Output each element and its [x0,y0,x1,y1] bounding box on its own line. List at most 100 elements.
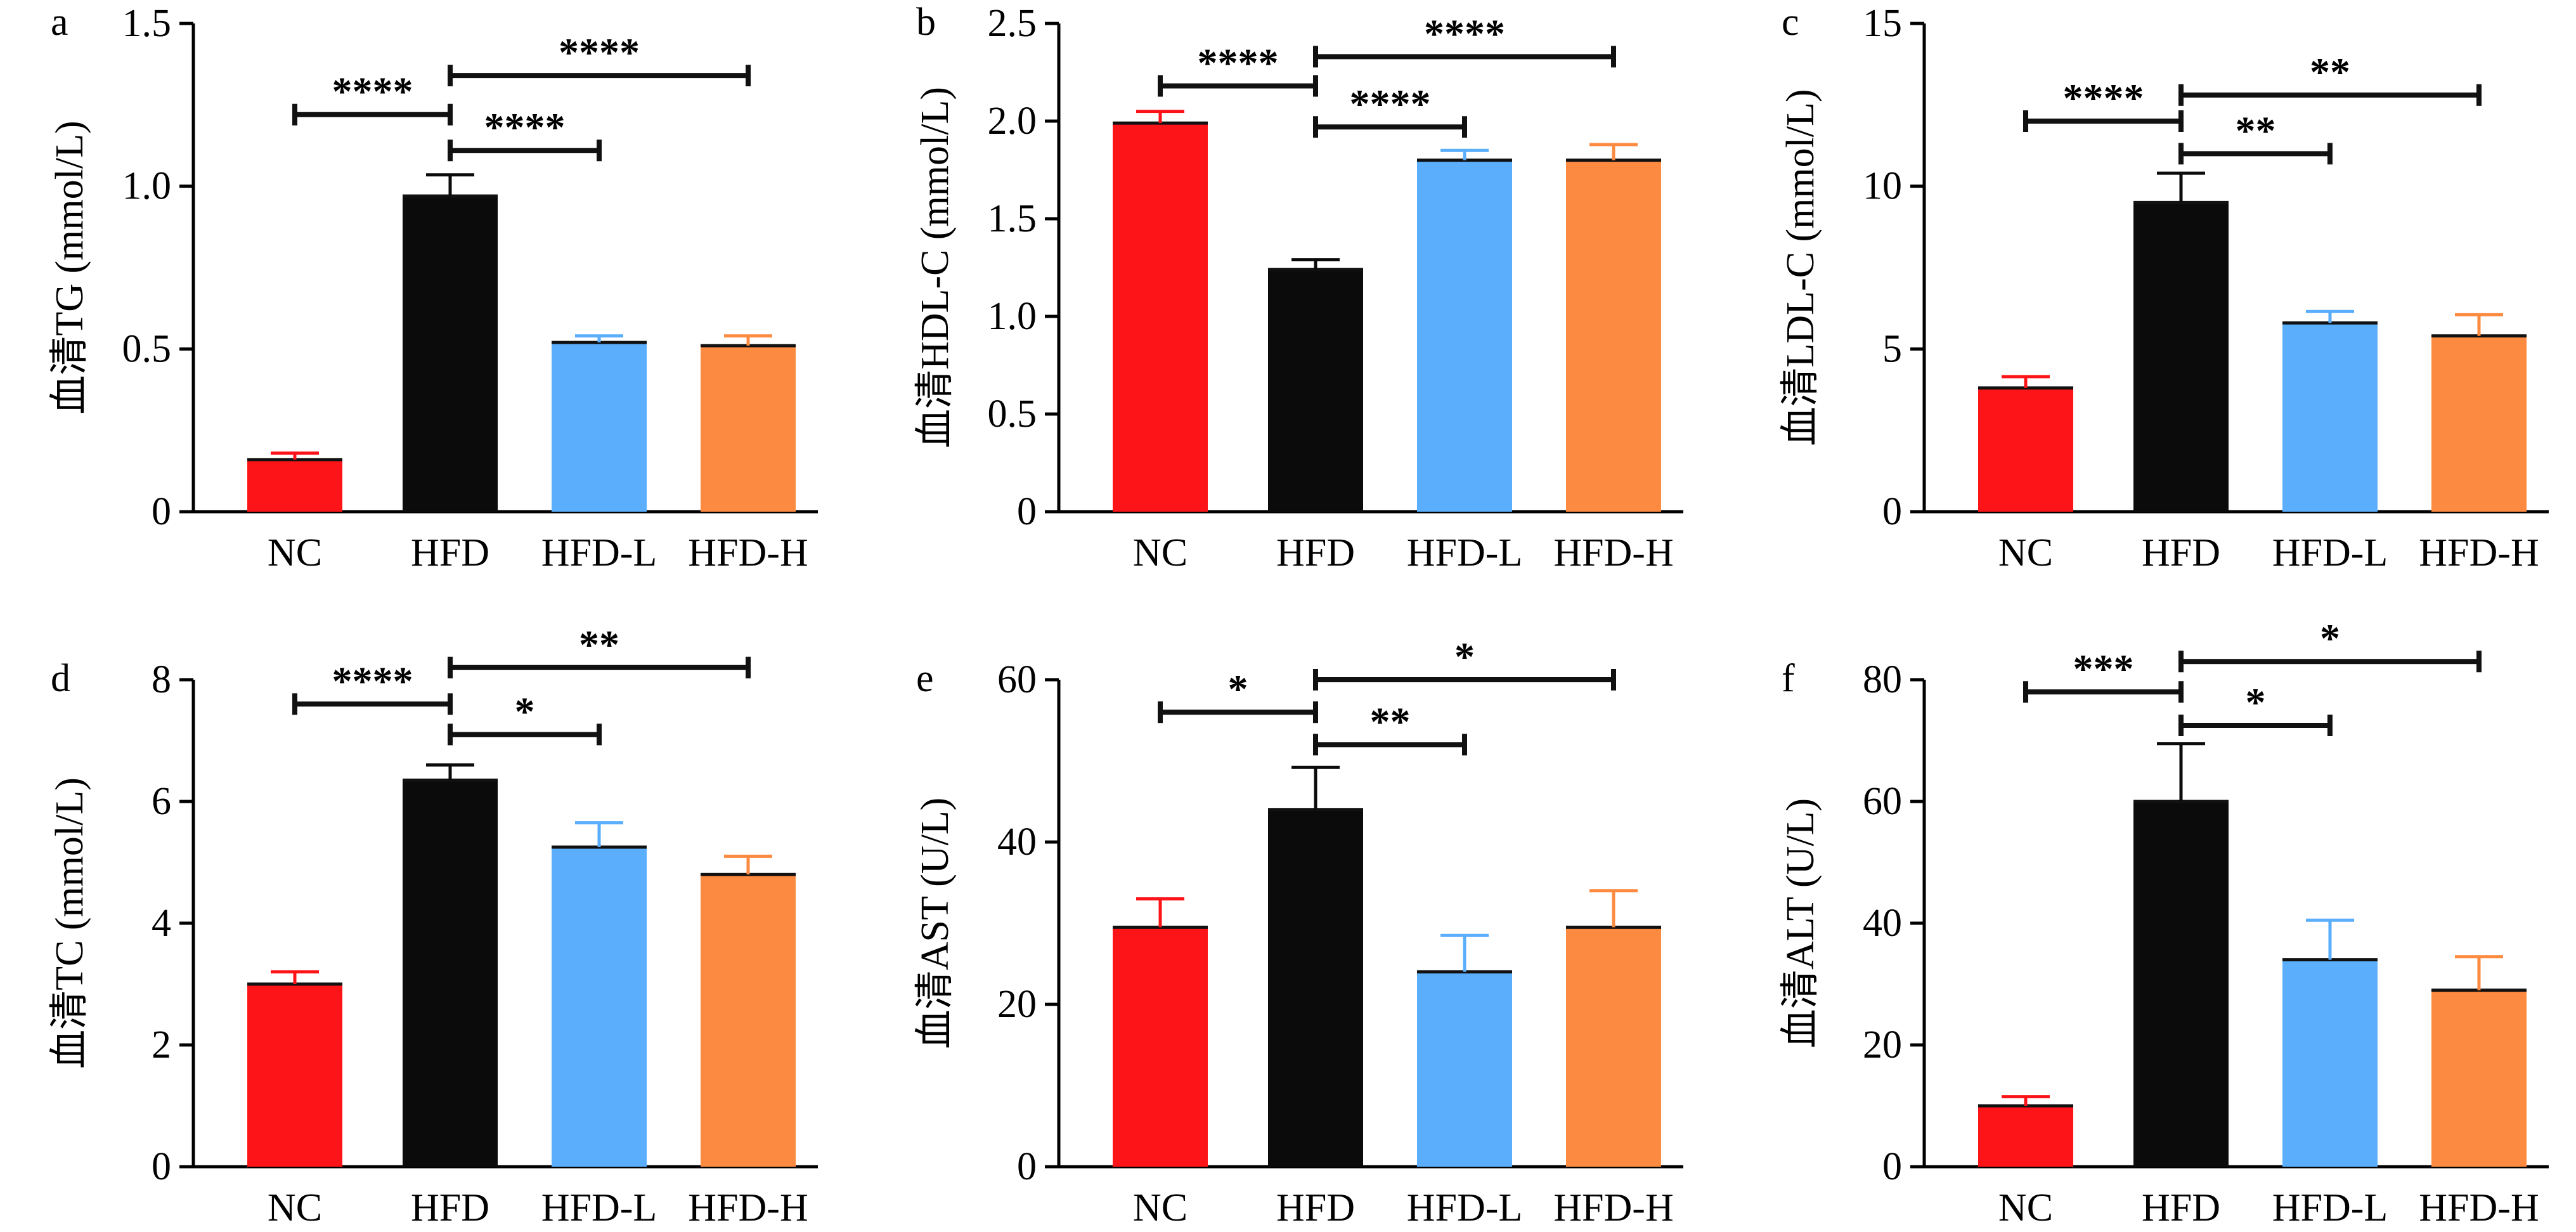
x-tick-label: NC [1998,1186,2053,1229]
panel-label: b [916,1,936,44]
significance-label: **** [1350,81,1431,126]
bar-hfd [403,780,498,1167]
y-tick-label: 15 [1863,2,1902,45]
y-tick-label: 0 [152,1145,171,1188]
x-tick-label: HFD [2142,1186,2220,1229]
significance-label: **** [1424,11,1505,56]
significance-label: **** [2063,75,2144,120]
x-tick-label: HFD-H [1553,1186,1673,1229]
y-tick-label: 1.0 [988,295,1037,338]
chart-panel-a: a 0 0.5 1.0 1.5 血清TG (mmol/L) NC HFD HFD-L HFD-H *… [48,1,818,574]
bar-nc [1113,927,1208,1167]
significance-label: **** [332,69,413,114]
x-tick-label: HFD-H [2419,1186,2539,1229]
x-tick-label: NC [268,531,322,574]
bar-hfd [1268,809,1363,1167]
significance-label: * [1454,634,1475,679]
y-tick-label: 10 [1863,165,1902,208]
y-tick-label: 2.0 [988,100,1037,143]
chart-panel-c: c 0 5 10 15 血清LDL-C (mmol/L) NC HFD HFD-L HFD-H **… [1779,1,2549,574]
y-tick-label: 0.5 [122,327,172,370]
y-tick-label: 0 [152,490,171,533]
bar-hfd [2133,801,2229,1167]
bar-hfd-h [1566,160,1661,512]
x-tick-label: HFD [1276,531,1355,574]
x-tick-label: HFD [411,1186,489,1229]
bar-hfd-l [2282,959,2378,1167]
x-tick-label: HFD-L [541,531,657,574]
x-tick-label: NC [268,1186,322,1229]
bar-hfd-h [701,874,796,1167]
significance-label: ** [2236,108,2276,153]
bar-hfd-l [1417,971,1512,1167]
y-tick-label: 20 [997,983,1037,1026]
bar-hfd-h [2431,990,2527,1167]
y-tick-label: 20 [1863,1023,1902,1067]
significance-label: ** [579,622,619,667]
bar-nc [247,459,342,512]
panel-label: d [51,657,70,700]
y-axis-label: 血清AST (U/L) [914,798,957,1049]
panel-label: f [1782,657,1795,700]
y-axis-label: 血清ALT (U/L) [1779,798,1822,1048]
y-tick-label: 1.0 [122,165,172,208]
bar-hfd-l [2282,323,2378,512]
significance-label: *** [2073,646,2134,691]
significance-label: * [2320,616,2340,661]
x-tick-label: NC [1998,531,2053,574]
bar-hfd-h [2431,335,2527,512]
bar-hfd [1268,269,1363,512]
bar-hfd-h [1566,927,1661,1167]
x-tick-label: HFD-L [541,1186,657,1229]
significance-label: * [1228,666,1248,711]
panel-label: e [916,657,934,700]
x-tick-label: HFD-L [2272,1186,2388,1229]
y-axis-label: 血清HDL-C (mmol/L) [914,87,957,448]
y-tick-label: 40 [1863,902,1902,945]
x-tick-label: HFD-H [2419,531,2539,574]
y-tick-label: 6 [152,780,171,823]
x-tick-label: HFD-H [688,1186,808,1229]
x-tick-label: HFD-L [1407,531,1523,574]
bar-hfd-h [701,346,796,512]
chart-panel-b: b 0 0.5 1.0 1.5 2.0 2.5 血清HDL-C (mmol/L) NC HFD HF… [914,1,1683,574]
bar-nc [1113,123,1208,512]
x-tick-label: HFD-H [688,531,808,574]
significance-label: ** [1370,699,1411,744]
y-tick-label: 0.5 [988,392,1037,436]
y-tick-label: 40 [997,820,1037,864]
significance-label: **** [559,30,640,75]
y-tick-label: 2 [152,1023,171,1067]
y-tick-label: 8 [152,658,171,701]
bar-nc [1978,1106,2073,1167]
y-tick-label: 0 [1882,490,1902,533]
y-tick-label: 60 [1863,780,1902,823]
x-tick-label: HFD [411,531,489,574]
significance-label: * [515,689,535,734]
y-tick-label: 1.5 [122,2,172,45]
y-tick-label: 1.5 [988,197,1037,240]
y-tick-label: 60 [997,658,1037,701]
y-axis-label: 血清LDL-C (mmol/L) [1779,89,1822,446]
bar-hfd-l [552,847,647,1167]
y-tick-label: 5 [1882,327,1902,370]
x-tick-label: NC [1133,1186,1188,1229]
bar-nc [247,984,342,1167]
significance-label: ** [2310,49,2350,94]
y-tick-label: 0 [1882,1145,1902,1188]
y-axis-label: 血清TG (mmol/L) [48,120,91,414]
y-tick-label: 0 [1017,1145,1037,1188]
x-tick-label: HFD [2142,531,2220,574]
x-tick-label: HFD-H [1553,531,1673,574]
significance-label: **** [484,105,566,150]
bar-hfd [403,196,498,512]
bar-hfd-l [552,342,647,512]
y-tick-label: 4 [152,902,171,945]
x-tick-label: HFD [1276,1186,1355,1229]
y-tick-label: 80 [1863,658,1902,701]
x-tick-label: HFD-L [1407,1186,1523,1229]
bar-hfd-l [1417,160,1512,512]
